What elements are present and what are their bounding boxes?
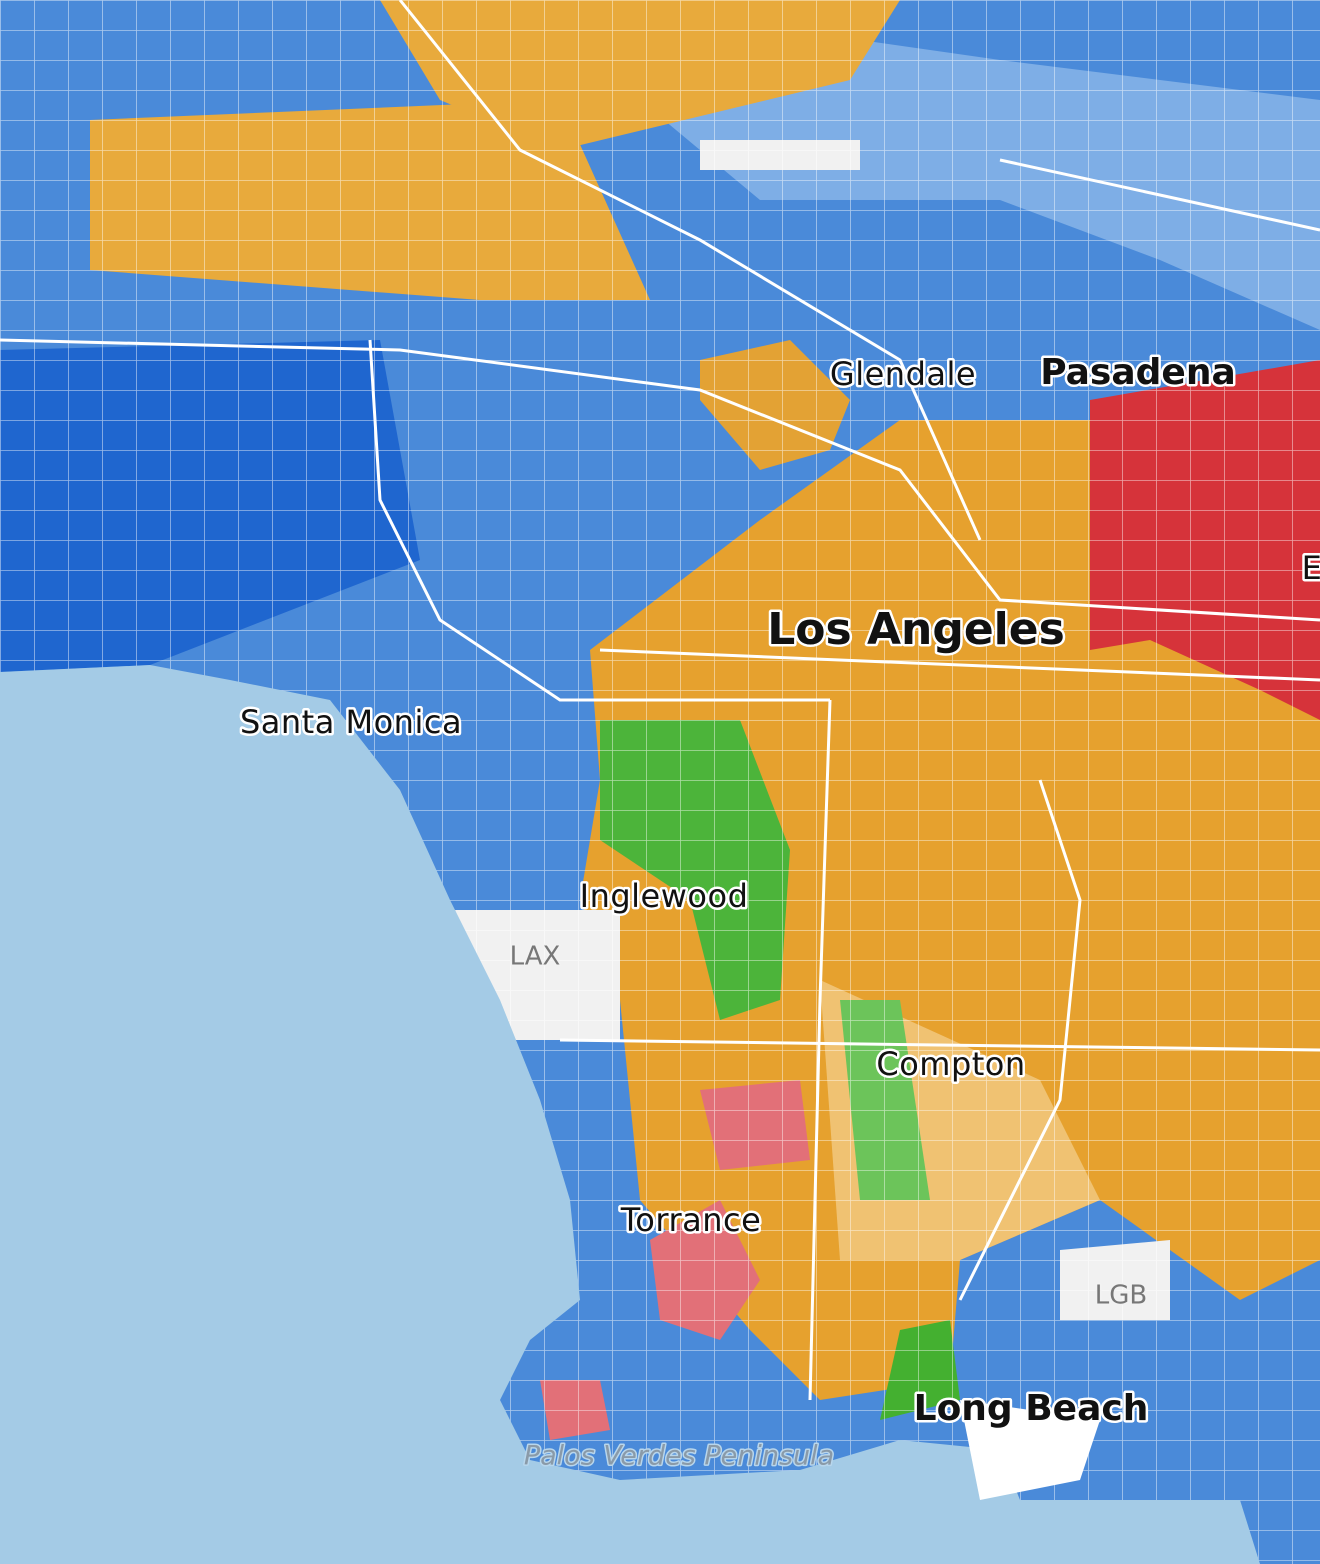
airport-label: LAX xyxy=(510,942,561,972)
place-label: Torrance xyxy=(620,1201,762,1239)
place-label: Glendale xyxy=(830,355,976,393)
place-label: Los Angeles xyxy=(767,604,1065,655)
natural-label: Palos Verdes Peninsula xyxy=(524,1441,834,1472)
place-label: Compton xyxy=(876,1045,1025,1083)
roads xyxy=(0,0,1320,1401)
airport-label: LGB xyxy=(1095,1281,1147,1311)
ocean xyxy=(0,665,1260,1564)
place-label: Long Beach xyxy=(914,1388,1149,1429)
place-label: E xyxy=(1302,549,1320,587)
place-label: Inglewood xyxy=(580,877,749,915)
place-label: Santa Monica xyxy=(240,703,462,741)
port xyxy=(960,1400,1100,1500)
place-label: Pasadena xyxy=(1040,352,1236,393)
